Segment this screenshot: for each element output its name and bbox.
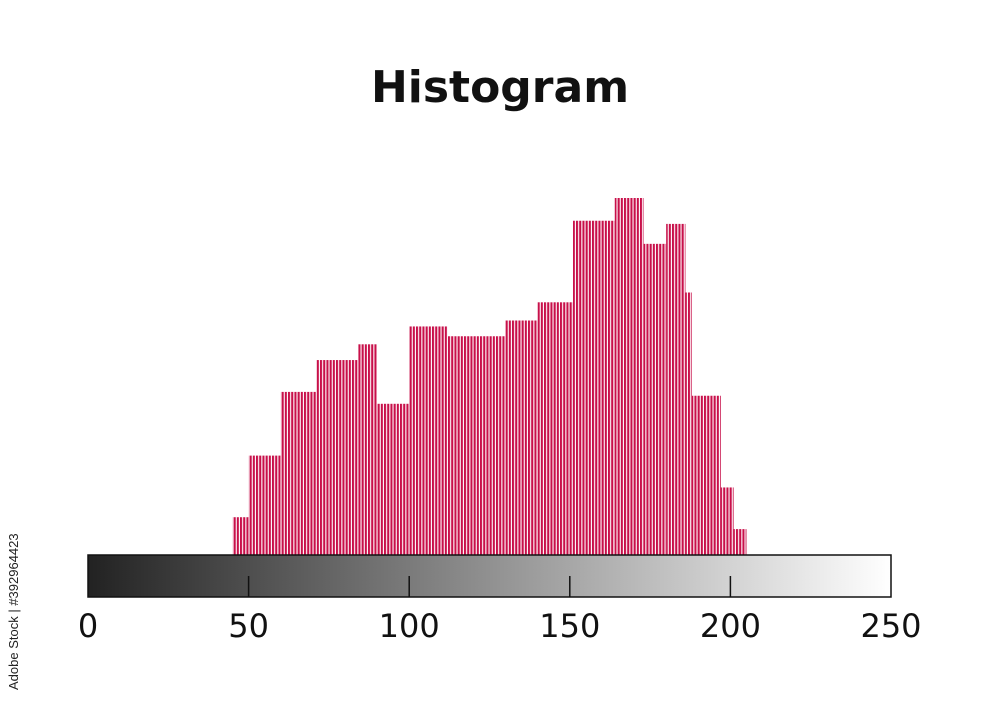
x-axis-tick-label: 200 [700, 607, 761, 645]
histogram-bar [614, 198, 644, 555]
histogram-bars [232, 198, 747, 555]
histogram-bar [232, 517, 249, 555]
x-axis-tick-label: 100 [379, 607, 440, 645]
histogram-bar [280, 391, 317, 555]
side-credit-text: Adobe Stock | #392964423 [6, 533, 21, 690]
histogram-bar [447, 336, 506, 555]
histogram-bar [685, 292, 692, 555]
histogram-bar [720, 487, 734, 555]
histogram-bar [505, 320, 538, 555]
x-axis-ticks [247, 576, 732, 597]
histogram-bar [733, 529, 747, 555]
histogram-bar [691, 395, 721, 555]
histogram-bar [316, 360, 358, 555]
histogram-bar [409, 326, 448, 555]
x-axis-tick-label: 50 [228, 607, 269, 645]
chart-title: Histogram [370, 62, 630, 113]
histogram-bar [573, 220, 615, 555]
grayscale-gradient-bar [87, 554, 892, 598]
histogram-bar [248, 455, 281, 555]
x-axis-tick-label: 150 [539, 607, 600, 645]
x-axis-tick-label: 0 [78, 607, 98, 645]
histogram-bar [377, 403, 410, 555]
histogram-bar [357, 344, 378, 555]
histogram-bar [666, 223, 686, 555]
x-axis-tick-labels: 0 50 100 150 200 250 [78, 607, 922, 645]
x-axis-tick-label: 250 [860, 607, 921, 645]
histogram-bar [643, 243, 667, 555]
histogram-bar [537, 302, 574, 555]
